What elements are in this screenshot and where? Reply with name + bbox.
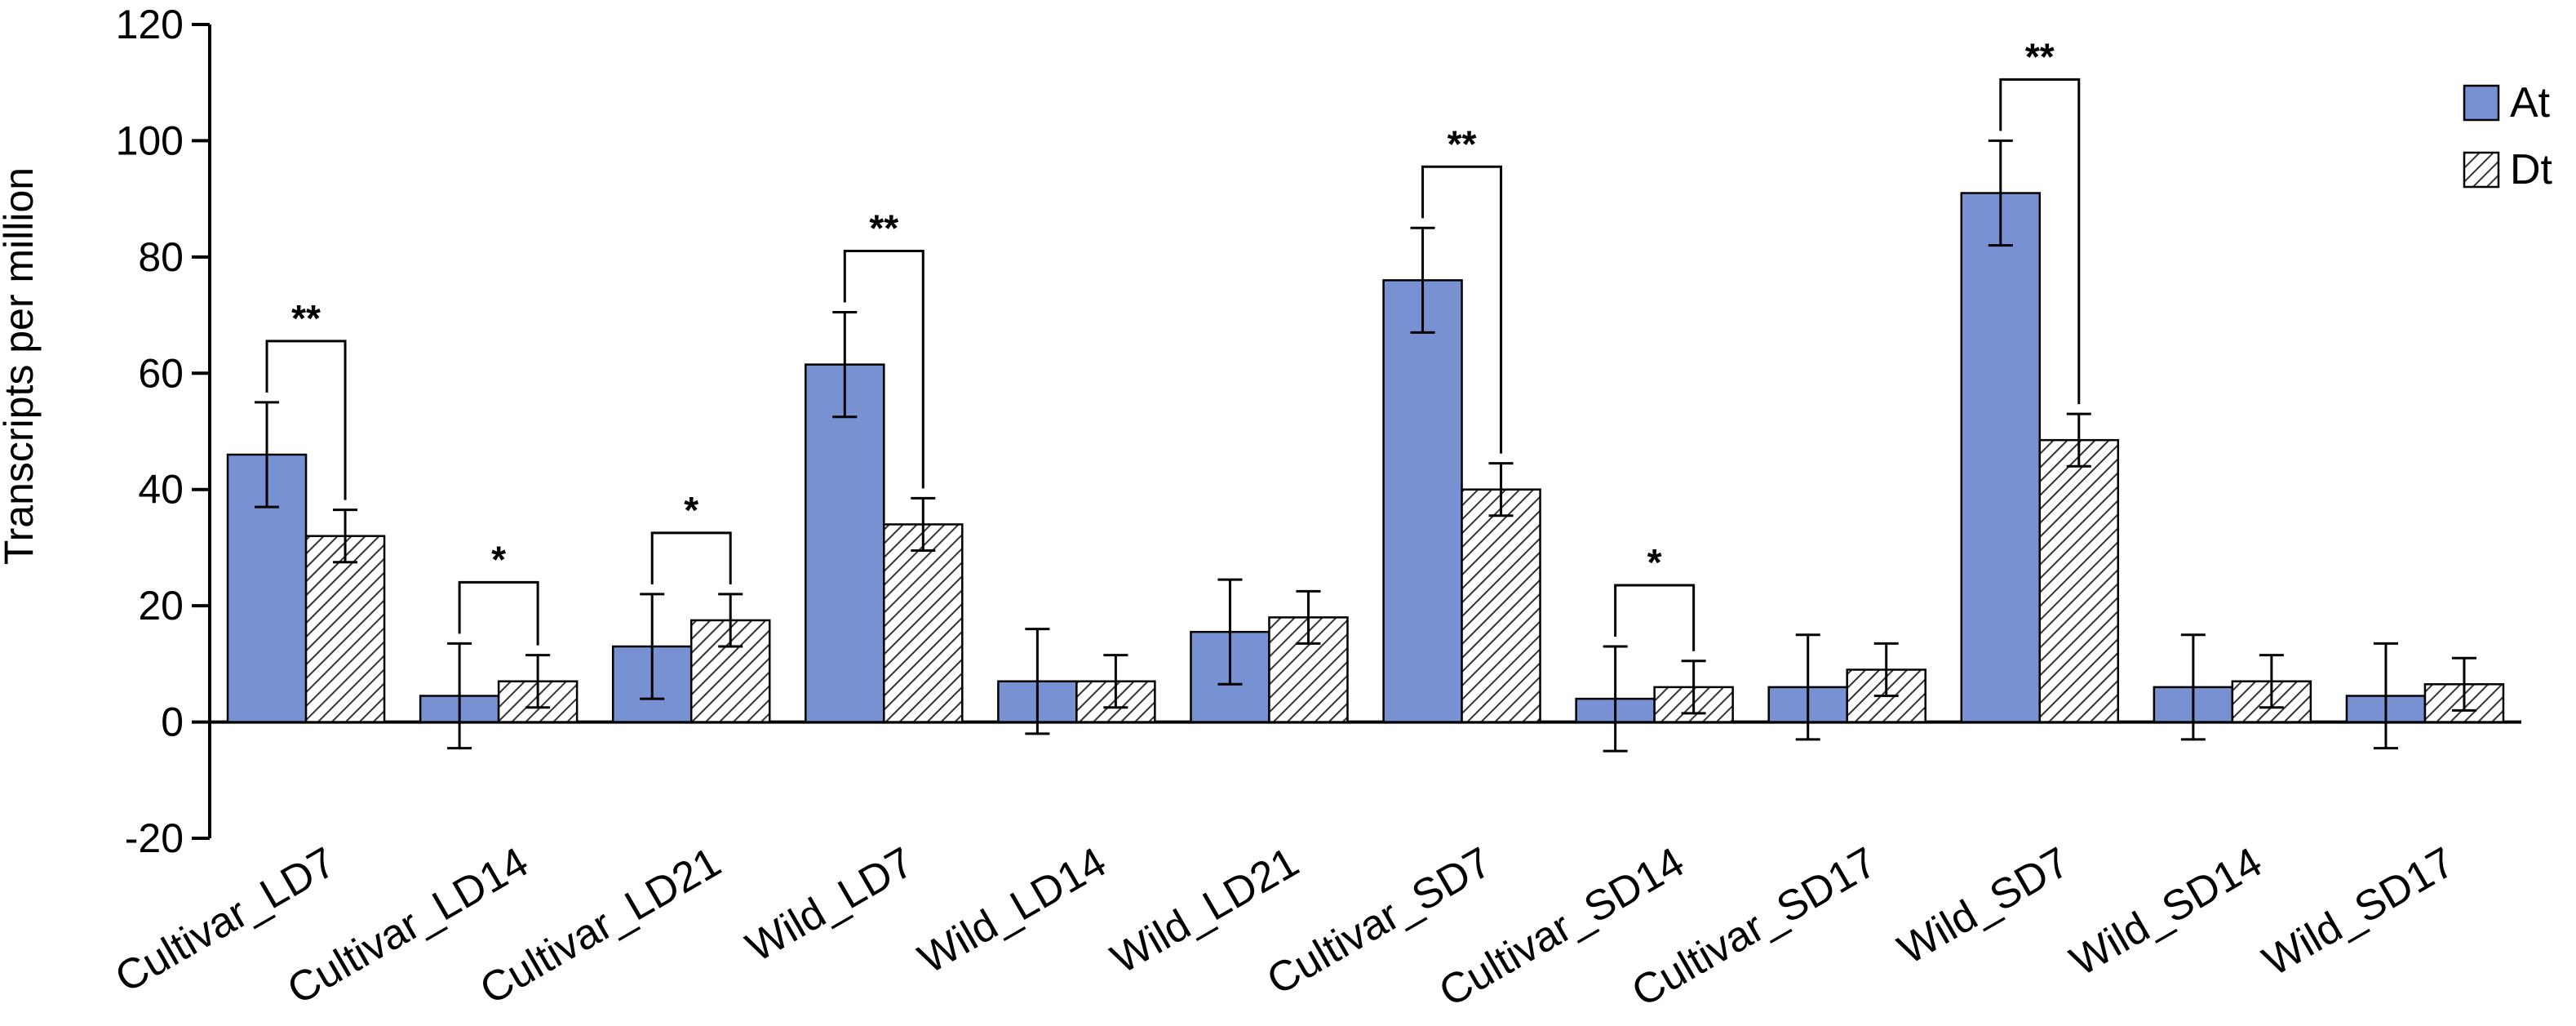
- significance-bracket: [265, 340, 347, 500]
- y-tick-label: 20: [138, 583, 184, 628]
- bar-dt: [1461, 488, 1541, 723]
- legend-label-at: At: [2510, 79, 2551, 127]
- bar-at: [1960, 192, 2042, 723]
- significance-bracket: [1614, 584, 1696, 651]
- significance-label: **: [291, 297, 321, 340]
- bar-dt: [304, 535, 386, 723]
- significance-bracket: [843, 250, 924, 489]
- legend-label-dt: Dt: [2510, 146, 2553, 193]
- bar-dt: [883, 523, 964, 723]
- bar-dt: [2038, 438, 2120, 723]
- y-tick-label: 120: [116, 2, 184, 47]
- y-tick-label: 100: [116, 118, 184, 163]
- significance-label: *: [1647, 541, 1662, 584]
- legend-swatch-dt: [2463, 151, 2500, 189]
- bar-at: [805, 363, 885, 723]
- y-tick-label: 60: [138, 350, 184, 396]
- significance-label: **: [869, 207, 898, 250]
- legend-swatch-at: [2463, 84, 2500, 122]
- plot-area: -20 0 20 40 60 80 100 120 Transcripts per millio…: [0, 2, 2553, 1016]
- x-category-label: Wild_SD7: [1891, 838, 2077, 974]
- significance-bracket: [650, 531, 732, 584]
- significance-label: *: [684, 489, 698, 531]
- x-category-label: Wild_LD14: [911, 838, 1114, 983]
- bar-at: [1382, 279, 1463, 723]
- y-tick-label: -20: [125, 815, 184, 861]
- significance-label: **: [2025, 35, 2055, 78]
- significance-bracket: [458, 580, 539, 646]
- significance-bracket: [1999, 78, 2081, 405]
- significance-label: *: [491, 538, 506, 580]
- x-category-label: Wild_LD7: [738, 838, 921, 971]
- y-tick-label: 80: [138, 234, 184, 280]
- significance-label: **: [1448, 122, 1477, 165]
- x-category-label: Wild_SD14: [2063, 838, 2270, 985]
- y-axis-title: Transcripts per million: [0, 167, 42, 565]
- y-tick-label: 40: [138, 467, 184, 513]
- x-category-label: Wild_SD17: [2255, 838, 2463, 985]
- significance-bracket: [1421, 165, 1503, 454]
- y-tick-label: 0: [161, 700, 184, 745]
